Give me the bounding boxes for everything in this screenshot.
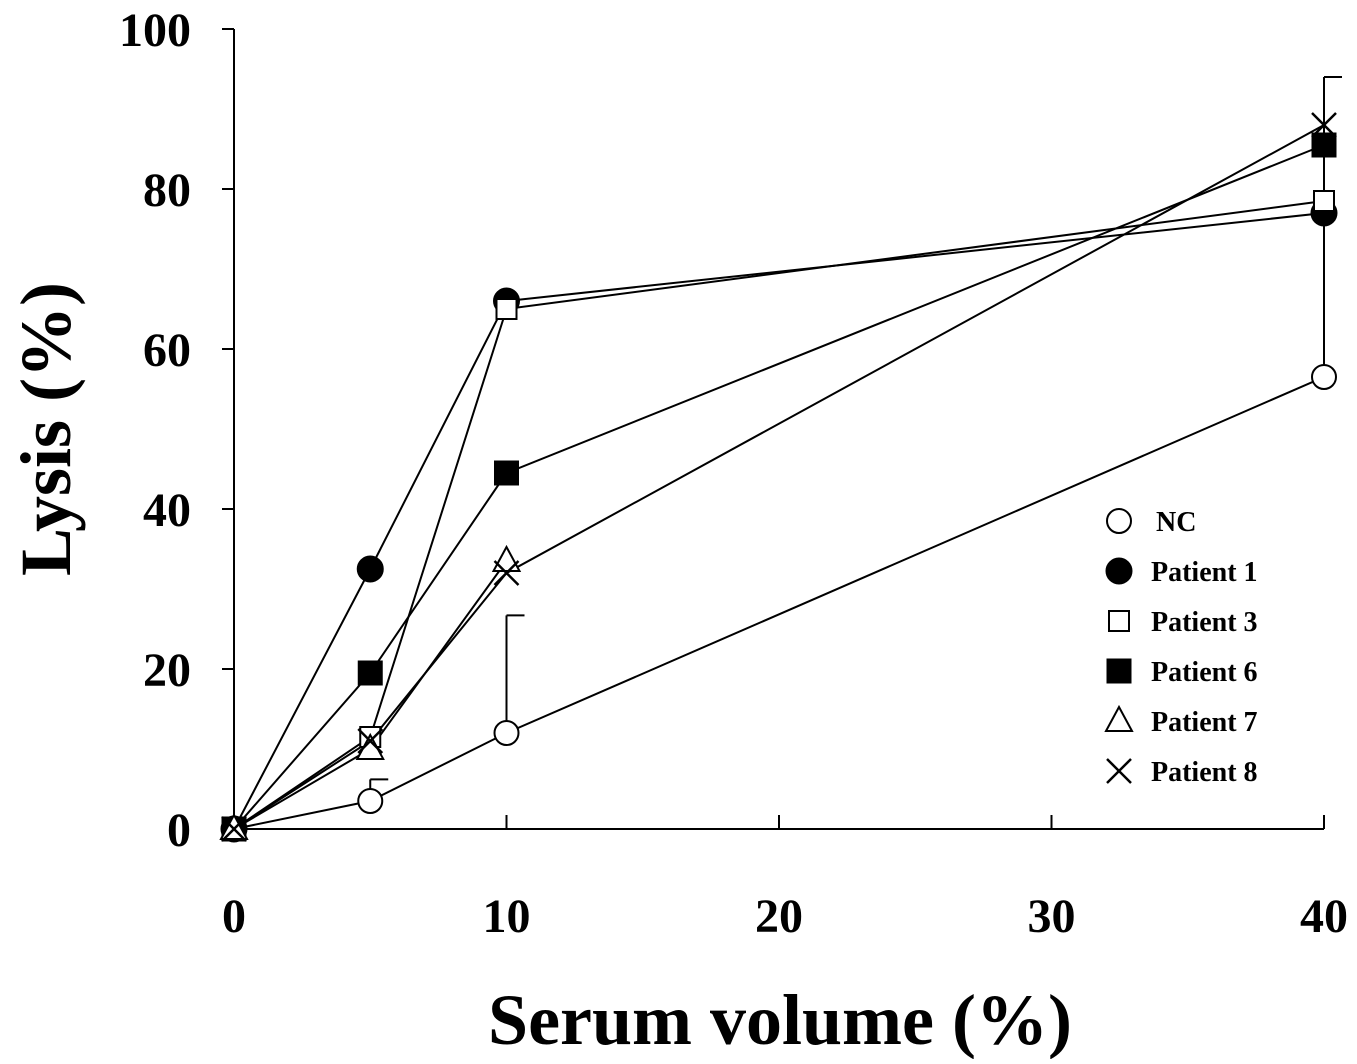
x-tick-label: 20 (755, 890, 803, 943)
legend-item: Patient 6 (1106, 657, 1258, 688)
legend-item: Patient 1 (1105, 557, 1258, 588)
data-point (357, 728, 384, 754)
legend-label: NC (1156, 507, 1196, 538)
data-point (357, 660, 383, 686)
cross-stroke (493, 560, 520, 586)
data-point (493, 560, 520, 586)
legend: NC Patient 1 Patient 3 Patient 6 Patient 7 Pa… (1104, 507, 1258, 788)
legend-label: Patient 8 (1151, 757, 1258, 788)
data-point (493, 720, 520, 746)
data-point (495, 298, 518, 320)
axes: 0 20 40 60 80 100 0 10 20 30 40 (119, 4, 1348, 943)
series-line-0 (233, 376, 1325, 830)
y-tick-label: 0 (167, 804, 191, 857)
data-point (1311, 364, 1337, 390)
data-point (357, 788, 384, 814)
legend-label: Patient 1 (1151, 557, 1258, 588)
series-line-3 (233, 144, 1325, 830)
data-point (219, 812, 249, 840)
series-line-1 (233, 212, 1325, 830)
legend-item: Patient 7 (1104, 704, 1258, 738)
series-line-2 (233, 200, 1325, 830)
legend-label: Patient 7 (1151, 707, 1258, 738)
legend-marker (1106, 658, 1132, 684)
cross-stroke (1311, 112, 1337, 138)
data-point (221, 816, 247, 842)
legend-label: Patient 6 (1151, 657, 1258, 688)
series-group (219, 76, 1342, 843)
y-tick-label: 80 (143, 164, 191, 217)
x-axis-title: Serum volume (%) (488, 980, 1072, 1059)
data-point (491, 544, 522, 572)
legend-label: Patient 3 (1151, 607, 1258, 638)
legend-item: NC (1106, 507, 1196, 538)
y-tick-label: 60 (143, 324, 191, 377)
series-line-5 (233, 124, 1325, 830)
legend-marker (1104, 704, 1134, 732)
data-point (494, 460, 519, 486)
y-axis-title: Lysis (%) (6, 282, 86, 576)
legend-item: Patient 3 (1108, 607, 1258, 638)
cross-stroke (221, 816, 247, 842)
data-point (1311, 132, 1337, 158)
legend-marker (1106, 758, 1132, 784)
x-tick-label: 30 (1028, 890, 1076, 943)
x-tick-label: 10 (483, 890, 531, 943)
legend-marker (1108, 610, 1130, 632)
y-tick-label: 20 (143, 644, 191, 697)
x-tick-label: 40 (1300, 890, 1348, 943)
cross-stroke (1106, 758, 1132, 784)
data-point (356, 555, 384, 583)
legend-marker (1106, 508, 1132, 534)
data-point (1313, 190, 1335, 212)
y-tick-label: 40 (143, 484, 191, 537)
x-tick-label: 0 (222, 890, 246, 943)
cross-stroke (357, 728, 384, 754)
y-tick-label: 100 (119, 4, 191, 57)
legend-marker (1105, 557, 1133, 585)
legend-item: Patient 8 (1106, 757, 1258, 788)
data-point (1311, 112, 1337, 138)
